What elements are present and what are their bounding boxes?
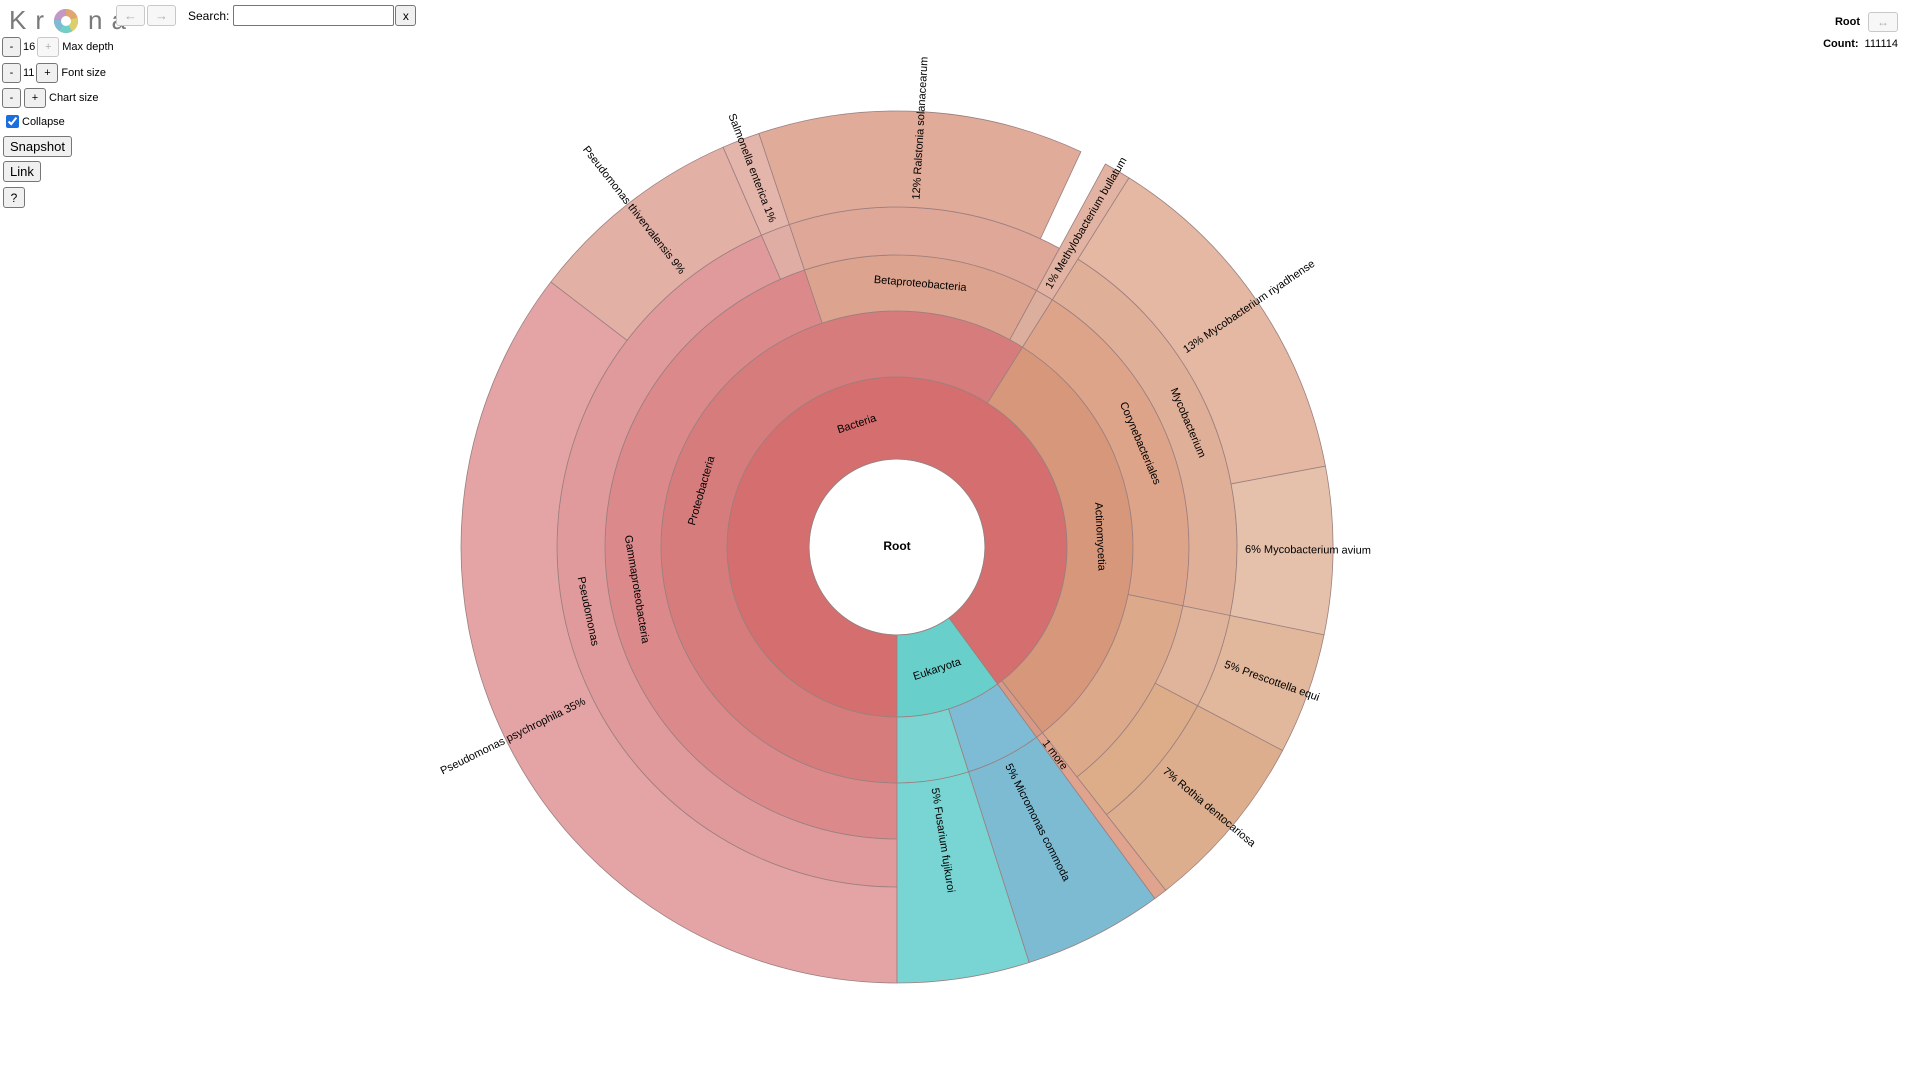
collapse-label: Collapse — [22, 115, 65, 128]
forward-button[interactable]: → — [147, 5, 176, 26]
wedge-label-actinomycetia: Actinomycetia — [1092, 502, 1108, 572]
max-depth-increase-button[interactable]: + — [37, 37, 60, 57]
link-button[interactable]: Link — [3, 161, 41, 182]
chart-size-increase-button[interactable]: + — [24, 88, 46, 108]
snapshot-button[interactable]: Snapshot — [3, 136, 72, 157]
logo-letter: n — [88, 5, 103, 35]
search-clear-button[interactable]: x — [395, 5, 417, 26]
expand-button[interactable]: ↔ — [1868, 12, 1898, 32]
font-size-label: Font size — [61, 67, 107, 79]
font-size-decrease-button[interactable]: - — [2, 63, 21, 83]
search-input[interactable] — [233, 5, 395, 26]
krona-logo-icon — [54, 8, 79, 33]
font-size-value: 11 — [23, 67, 35, 79]
leaf-label-m-avium: 6% Mycobacterium avium — [1245, 544, 1371, 557]
back-button[interactable]: ← — [116, 5, 145, 26]
count-value: 111114 — [1864, 38, 1898, 50]
font-size-increase-button[interactable]: + — [36, 63, 59, 83]
count-label: Count: — [1823, 38, 1859, 50]
max-depth-decrease-button[interactable]: - — [2, 37, 21, 57]
details-name: Root — [1834, 16, 1860, 28]
chart-size-decrease-button[interactable]: - — [2, 88, 21, 108]
collapse-checkbox[interactable] — [6, 115, 19, 128]
logo-letter: r — [35, 5, 45, 35]
wedge-r-solanacearum[interactable] — [758, 110, 1082, 240]
wedge-p-psychrophila[interactable] — [460, 281, 898, 984]
wedge-f-fujikuroi[interactable] — [896, 771, 1030, 984]
chart-size-label: Chart size — [49, 92, 99, 104]
help-button[interactable]: ? — [3, 187, 25, 208]
sunburst-root-label: Root — [883, 539, 910, 553]
search-label: Search: — [188, 8, 230, 23]
logo-letter: K — [9, 5, 27, 35]
max-depth-value: 16 — [23, 41, 36, 53]
max-depth-label: Max depth — [62, 41, 114, 53]
